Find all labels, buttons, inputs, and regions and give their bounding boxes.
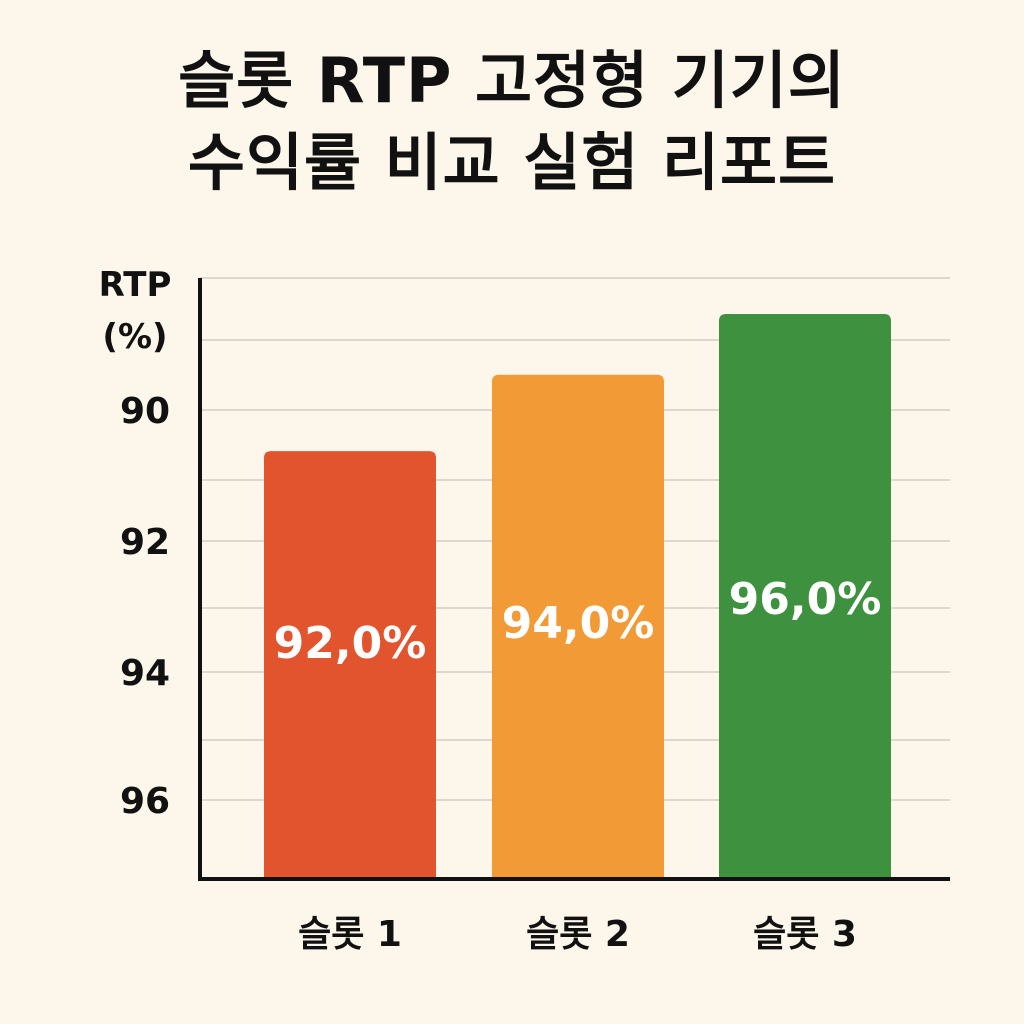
y-tick-label-3: 94: [120, 653, 170, 694]
y-tick-label-4: 96: [120, 781, 170, 822]
bar-value-labels: 92,0% 94,0% 96,0%: [274, 574, 882, 669]
y-axis-label-line-1: RTP: [99, 265, 172, 305]
x-tick-labels: 슬롯 1 슬롯 2 슬롯 3: [298, 914, 857, 955]
y-tick-label-1: 90: [120, 391, 170, 432]
x-tick-label-1: 슬롯 1: [298, 914, 402, 955]
x-tick-label-2: 슬롯 2: [526, 914, 630, 955]
bar-1: [264, 451, 436, 879]
bars: [264, 314, 891, 879]
bar-3: [719, 314, 891, 879]
bar-value-label-1: 92,0%: [274, 618, 427, 669]
axes: [198, 278, 950, 881]
chart-title: 슬롯 RTP 고정형 기기의 수익률 비교 실험 리포트: [0, 40, 1024, 204]
bar-2: [492, 374, 664, 879]
y-axis-label-line-2: (%): [102, 317, 167, 357]
bar-value-label-2: 94,0%: [502, 598, 655, 649]
chart-title-line-1: 슬롯 RTP 고정형 기기의: [178, 44, 846, 117]
y-tick-labels: 90 92 94 96: [120, 391, 170, 822]
bar-value-label-3: 96,0%: [729, 574, 882, 625]
y-tick-label-2: 92: [120, 522, 170, 563]
chart-title-line-2: 수익률 비교 실험 리포트: [187, 126, 837, 199]
x-tick-label-3: 슬롯 3: [753, 914, 857, 955]
